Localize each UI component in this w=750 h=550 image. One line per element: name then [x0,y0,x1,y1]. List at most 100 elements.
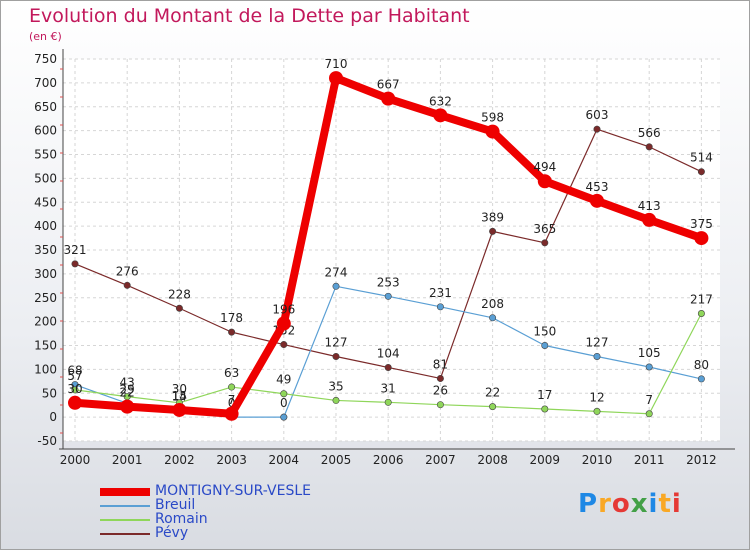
logo-letter: i [648,489,659,519]
data-point [697,375,705,383]
x-tick-label: 2000 [60,453,91,467]
data-point [280,341,288,349]
data-label: 228 [168,287,191,301]
data-point [645,363,653,371]
data-label: 127 [325,335,348,349]
y-tick-label: 650 [34,100,57,114]
data-label: 365 [533,222,556,236]
data-label: 127 [586,335,609,349]
data-label: 29 [120,382,135,396]
data-label: 49 [276,373,291,387]
data-point [175,304,183,312]
data-label: 514 [690,151,713,165]
logo-letter: t [658,489,672,519]
x-tick-label: 2003 [216,453,247,467]
data-label: 22 [485,386,500,400]
data-label: 603 [586,108,609,122]
data-label: 31 [381,381,396,395]
data-point [224,406,239,421]
x-tick-label: 2004 [269,453,300,467]
data-label: 104 [377,346,400,360]
legend-label: Breuil [155,497,196,513]
data-label: 196 [272,303,295,317]
data-point [433,108,448,123]
data-point [489,403,497,411]
data-label: 43 [120,376,135,390]
legend-swatch [100,488,150,496]
y-tick-label: 550 [34,148,57,162]
y-tick-label: 250 [34,291,57,305]
data-point [593,407,601,415]
y-tick-label: -50 [37,434,57,448]
data-label: 389 [481,210,504,224]
x-tick-label: 2002 [164,453,195,467]
data-label: 632 [429,94,452,108]
data-label: 17 [537,388,552,402]
data-point [697,168,705,176]
data-point [489,314,497,322]
data-point [593,125,601,133]
data-point [276,316,291,331]
data-point [694,231,709,246]
data-point [642,212,657,227]
data-label: 7 [645,393,653,407]
data-label: 0 [228,396,236,410]
y-tick-label: 150 [34,339,57,353]
data-point [228,328,236,336]
data-point [436,374,444,382]
data-point [384,292,392,300]
y-tick-label: 100 [34,362,57,376]
data-label: 276 [116,264,139,278]
legend-swatch [100,519,150,521]
data-point [485,124,500,139]
chart-subtitle: (en €) [29,30,62,43]
y-tick-label: 400 [34,219,57,233]
data-point [537,174,552,189]
y-tick-label: 300 [34,267,57,281]
data-label: 80 [694,358,709,372]
data-point [384,398,392,406]
data-label: 22 [120,386,135,400]
data-label: 231 [429,286,452,300]
data-point [541,405,549,413]
proxiti-logo: Proxiti [578,489,682,519]
logo-letter: i [671,489,682,519]
data-label: 14 [172,389,187,403]
data-label: 274 [325,265,348,279]
x-tick-label: 2001 [112,453,143,467]
data-label: 12 [589,390,604,404]
y-tick-label: 600 [34,124,57,138]
data-label: 68 [67,364,82,378]
data-label: 15 [172,389,187,403]
y-tick-label: 350 [34,243,57,257]
data-point [541,239,549,247]
chart-title: Evolution du Montant de la Dette par Hab… [29,5,470,27]
data-label: 35 [328,379,343,393]
legend-swatch [100,505,150,507]
data-label: 30 [172,382,187,396]
logo-letter: r [598,489,612,519]
x-tick-label: 2006 [373,453,404,467]
data-label: 150 [533,325,556,339]
data-point [593,352,601,360]
data-point [381,91,396,106]
y-tick-label: 200 [34,315,57,329]
data-label: 413 [638,199,661,213]
data-label: 63 [224,366,239,380]
data-point [332,352,340,360]
data-label: 0 [280,396,288,410]
y-tick-label: 450 [34,195,57,209]
data-label: 217 [690,293,713,307]
logo-letter: P [578,489,599,519]
data-point [71,260,79,268]
y-tick-label: 500 [34,171,57,185]
data-point [436,303,444,311]
data-point [384,363,392,371]
legend-swatch [100,533,150,535]
data-label: 710 [325,57,348,71]
data-point [71,386,79,394]
data-point [645,143,653,151]
data-point [645,410,653,418]
x-tick-label: 2005 [321,453,352,467]
